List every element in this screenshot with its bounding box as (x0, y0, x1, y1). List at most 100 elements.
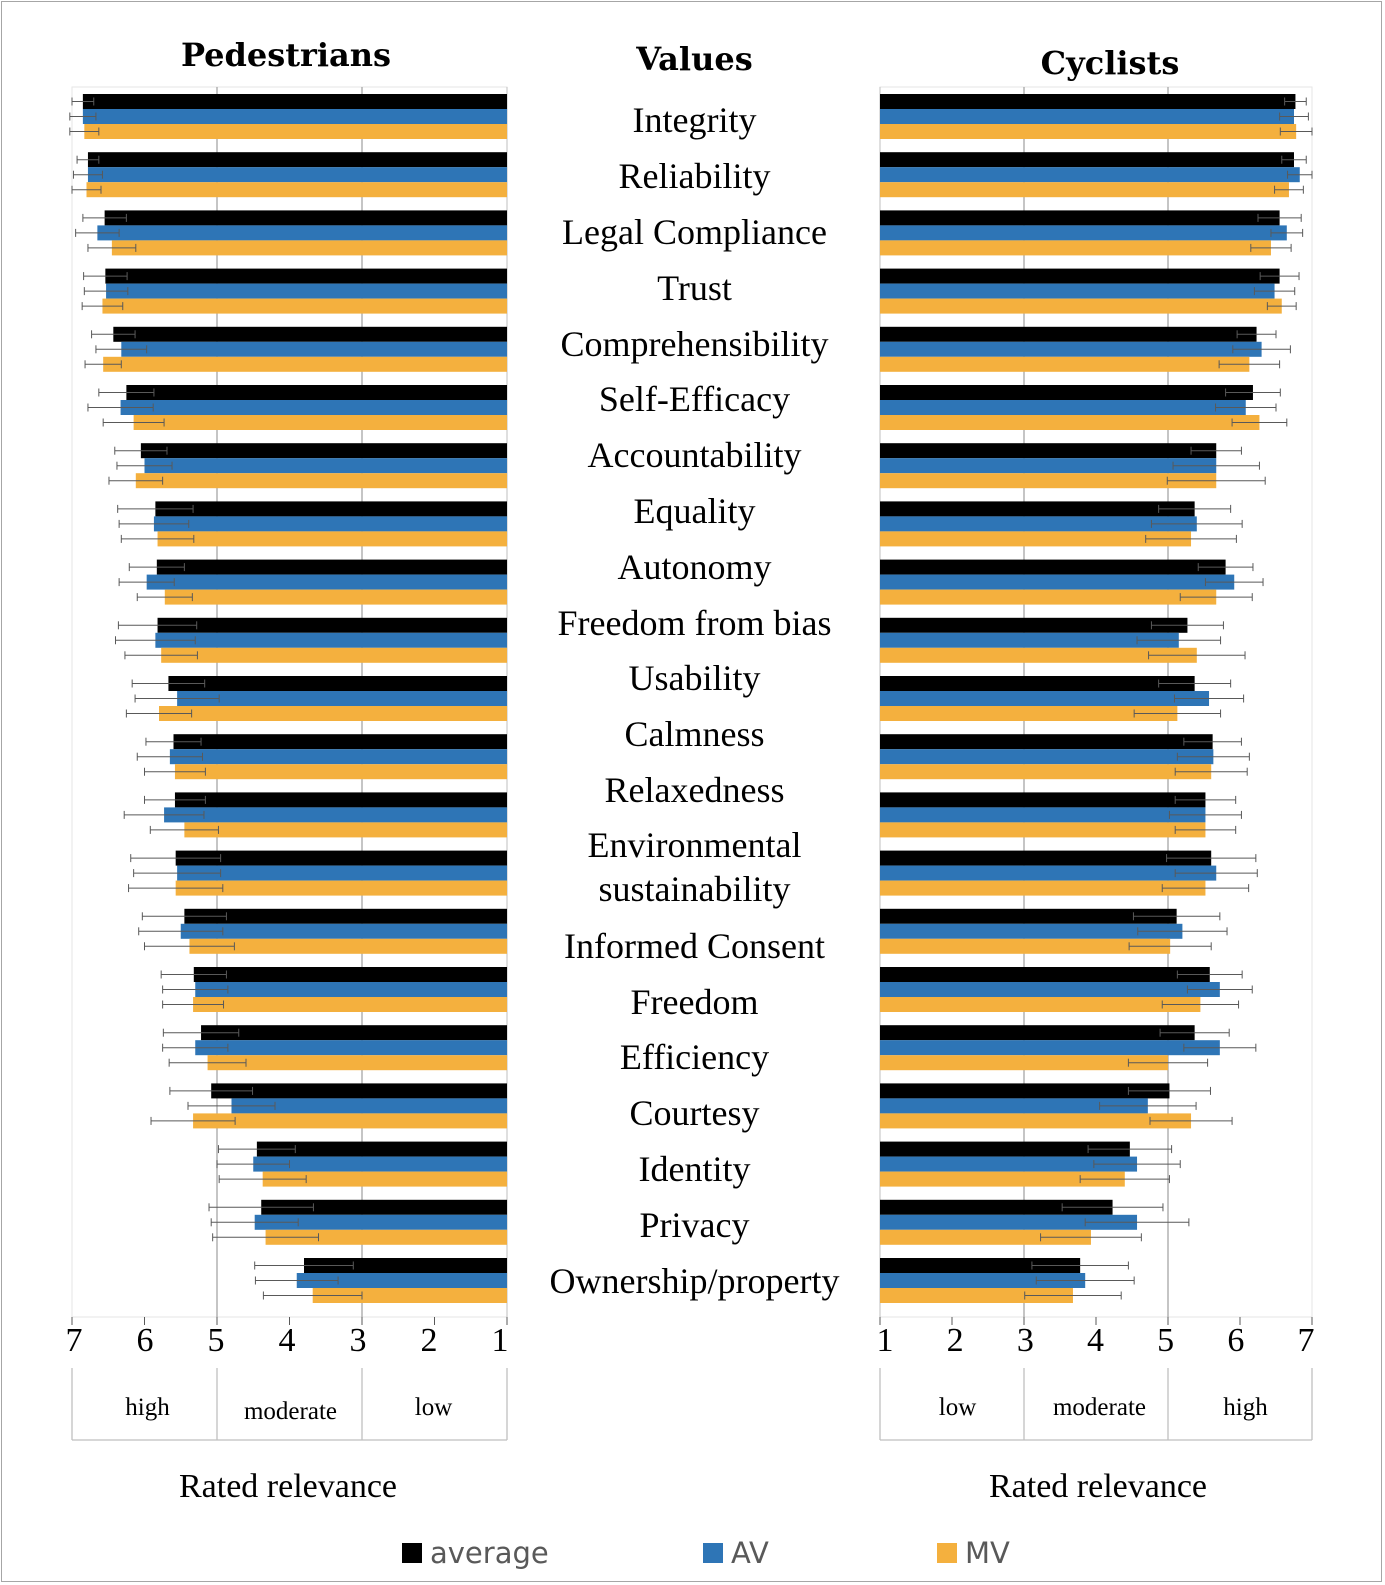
value-label-relaxedness: Relaxedness (527, 768, 862, 812)
pedestrians-bar-self-efficacy-mv (133, 415, 507, 430)
cyclists-title: Cyclists (1040, 44, 1180, 82)
pedestrians-bar-environmental-sustainability-average (175, 850, 508, 866)
value-label-freedom: Freedom (527, 980, 862, 1024)
cyclists-bar-relaxedness-mv (880, 822, 1206, 838)
value-label-line: Courtesy (629, 1093, 760, 1133)
legend-mv-swatch (937, 1543, 957, 1563)
legend-av-swatch (703, 1543, 723, 1563)
pedestrians-bar-calmness-average (173, 734, 507, 750)
pedestrians-bar-integrity-average (82, 94, 507, 109)
cyclists-bar-comprehensibility-mv (880, 356, 1250, 372)
ticks-right-label: 2 (946, 1322, 964, 1359)
cyclists-bar-integrity-mv (880, 124, 1297, 139)
pedestrians-bar-environmental-sustainability-av (177, 865, 507, 881)
pedestrians-bar-identity-average (256, 1141, 507, 1157)
pedestrians-band-moderate: moderate (243, 1398, 337, 1425)
cyclists-bar-accountability-average (880, 443, 1217, 459)
ticks-left-label: 4 (278, 1322, 296, 1359)
cyclists-bar-comprehensibility-average (880, 326, 1257, 342)
cyclists-bar-self-efficacy-average (880, 385, 1253, 400)
pedestrians-bar-reliability-mv (86, 182, 507, 198)
pedestrians-bar-ownership-property-av (296, 1273, 507, 1288)
pedestrians-bar-autonomy-average (156, 559, 507, 575)
cyclists-bar-freedom-from-bias-av (880, 632, 1179, 648)
pedestrians-bar-usability-av (177, 691, 507, 706)
pedestrians-bar-freedom-from-bias-av (155, 632, 507, 648)
legend-av: AV (703, 1536, 769, 1570)
pedestrians-bar-courtesy-av (231, 1098, 507, 1114)
legend-average: average (402, 1536, 549, 1570)
pedestrians-bar-integrity-mv (84, 124, 507, 139)
ticks-left-label: 7 (65, 1322, 83, 1359)
value-label-freedom-from-bias: Freedom from bias (527, 601, 862, 645)
pedestrians-bar-usability-mv (159, 706, 507, 721)
pedestrians-bar-self-efficacy-average (126, 385, 507, 400)
value-label-line: Comprehensibility (560, 324, 829, 364)
pedestrians-bar-relaxedness-av (164, 807, 507, 823)
cyclists-bar-environmental-sustainability-av (880, 865, 1217, 881)
ticks-right-label: 7 (1297, 1322, 1315, 1359)
pedestrians-bar-trust-average (105, 268, 507, 284)
cyclists-bar-environmental-sustainability-mv (880, 880, 1206, 896)
pedestrians-bar-trust-mv (102, 298, 507, 314)
value-label-line: Calmness (624, 714, 765, 754)
ticks-left-label: 2 (420, 1322, 438, 1359)
value-label-legal-compliance: Legal Compliance (527, 210, 862, 254)
cyclists-bar-calmness-av (880, 749, 1214, 765)
pedestrians-bar-efficiency-average (201, 1025, 508, 1041)
cyclists-band-low: low (938, 1394, 977, 1421)
cyclists-bar-autonomy-mv (880, 589, 1217, 605)
value-label-line: Freedom (630, 982, 759, 1022)
legend-mv: MV (937, 1536, 1010, 1570)
value-label-accountability: Accountability (527, 433, 862, 477)
cyclists-bar-privacy-av (880, 1214, 1138, 1230)
value-label-line: Self-Efficacy (598, 379, 791, 419)
value-label-trust: Trust (527, 266, 862, 310)
pedestrians-bar-autonomy-mv (164, 589, 508, 605)
pedestrians-bar-comprehensibility-av (121, 341, 508, 357)
cyclists-bar-trust-mv (880, 298, 1282, 314)
value-label-line: Informed Consent (564, 926, 825, 966)
cyclists-bar-identity-mv (880, 1171, 1125, 1187)
pedestrians-bar-reliability-av (87, 167, 507, 183)
pedestrians-bar-informed-consent-average (184, 908, 507, 924)
ticks-right-label: 5 (1157, 1322, 1175, 1359)
pedestrians-bar-privacy-average (261, 1199, 507, 1215)
value-label-line: Accountability (587, 435, 802, 475)
value-label-ownership-property: Ownership/property (527, 1259, 862, 1303)
cyclists-bar-legal-compliance-av (880, 225, 1287, 241)
pedestrians-bar-comprehensibility-mv (103, 356, 508, 372)
cyclists-bar-courtesy-average (880, 1083, 1170, 1099)
pedestrians-x-title: Rated relevance (178, 1468, 398, 1505)
cyclists-bar-reliability-average (880, 152, 1294, 168)
pedestrians-bar-self-efficacy-av (120, 400, 507, 415)
pedestrians-bar-usability-average (168, 676, 508, 691)
value-label-integrity: Integrity (527, 98, 862, 142)
cyclists-bar-integrity-av (880, 109, 1294, 124)
ticks-right-label: 4 (1087, 1322, 1104, 1359)
cyclists-bar-reliability-mv (880, 182, 1289, 198)
cyclists-bar-informed-consent-mv (880, 938, 1171, 954)
cyclists-bar-relaxedness-av (880, 807, 1206, 823)
cyclists-bar-calmness-mv (880, 764, 1212, 780)
value-label-reliability: Reliability (527, 154, 862, 198)
value-label-line: Reliability (618, 156, 771, 196)
cyclists-bar-accountability-av (880, 458, 1217, 474)
ticks-left-label: 6 (136, 1322, 154, 1359)
pedestrians-bar-privacy-av (254, 1214, 507, 1230)
value-label-line: Efficiency (619, 1037, 770, 1077)
value-label-autonomy: Autonomy (527, 545, 862, 589)
value-label-usability: Usability (527, 656, 862, 700)
cyclists-bar-integrity-average (880, 94, 1296, 109)
cyclists-bar-equality-av (880, 516, 1197, 532)
cyclists-bar-identity-av (880, 1156, 1138, 1172)
pedestrians-bar-equality-average (155, 501, 507, 517)
pedestrians-bar-legal-compliance-average (104, 210, 507, 226)
cyclists-bar-environmental-sustainability-average (880, 850, 1212, 866)
value-label-line: Legal Compliance (562, 212, 827, 252)
pedestrians-bar-relaxedness-average (174, 792, 507, 808)
pedestrians-bar-equality-av (153, 516, 508, 532)
pedestrians-bar-legal-compliance-mv (111, 240, 507, 256)
cyclists-bar-legal-compliance-average (880, 210, 1280, 226)
